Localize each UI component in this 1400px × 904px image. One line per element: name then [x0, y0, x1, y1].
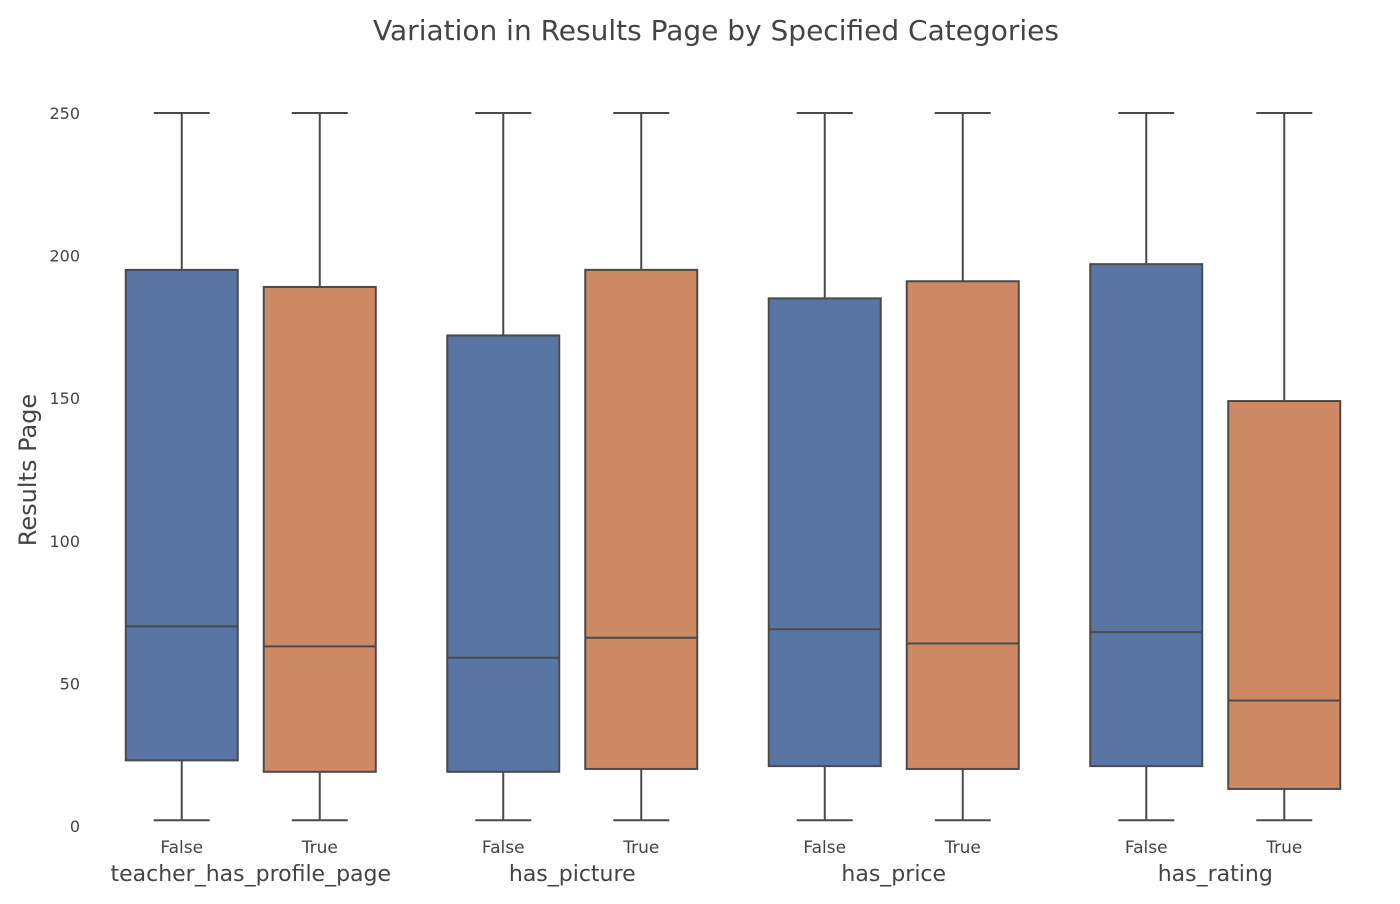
- box-rect: [446, 334, 561, 773]
- x-tick-label: True: [944, 838, 981, 858]
- chart-title: Variation in Results Page by Specified C…: [373, 14, 1059, 47]
- x-tick-label: False: [803, 838, 846, 858]
- y-tick-label: 250: [49, 104, 80, 123]
- group-label: teacher_has_profile_page: [110, 862, 391, 887]
- box-series: [124, 112, 1342, 822]
- y-tick-label: 150: [49, 389, 80, 408]
- x-tick-label: True: [1265, 838, 1302, 858]
- y-tick-label: 50: [60, 674, 80, 693]
- y-tick-label: 200: [49, 247, 80, 266]
- x-tick-label: True: [622, 838, 659, 858]
- group-labels: teacher_has_profile_page has_picture has_p…: [110, 862, 1272, 887]
- group-label: has_price: [841, 862, 946, 887]
- group-label: has_picture: [509, 862, 636, 887]
- box-rect: [767, 297, 882, 768]
- y-axis-label: Results Page: [14, 394, 42, 546]
- box-rect: [262, 285, 377, 773]
- box-rect: [905, 280, 1020, 770]
- box-rect: [1227, 400, 1342, 790]
- group-label: has_rating: [1158, 862, 1273, 887]
- y-axis-ticks: 0 50 100 150 200 250: [49, 104, 80, 836]
- x-tick-label: False: [1125, 838, 1168, 858]
- x-tick-label: False: [482, 838, 525, 858]
- box-rect: [124, 268, 239, 762]
- y-tick-label: 0: [70, 817, 80, 836]
- box-rect: [584, 268, 699, 770]
- x-tick-label: True: [301, 838, 338, 858]
- y-tick-label: 100: [49, 532, 80, 551]
- x-tick-label: False: [160, 838, 203, 858]
- x-axis-ticks: False True False True False True False True: [160, 838, 1302, 858]
- box-rect: [1089, 263, 1204, 768]
